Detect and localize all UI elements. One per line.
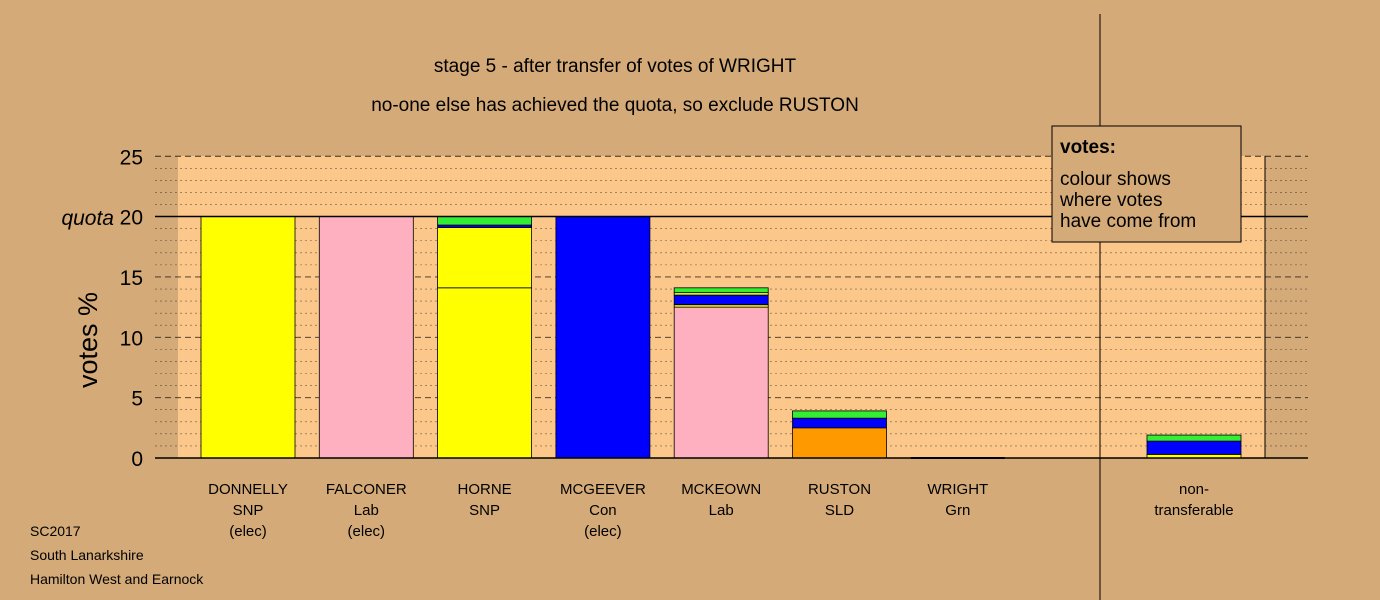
x-tick-labels: DONNELLY SNP (elec) FALCONER Lab (elec) HORNE S… bbox=[208, 481, 1233, 540]
x-tick-label: (elec) bbox=[348, 523, 386, 540]
x-tick-label: transferable bbox=[1154, 502, 1233, 519]
x-tick-label: MCKEOWN bbox=[681, 481, 761, 498]
bar-segment bbox=[673, 287, 769, 294]
footer-council: South Lanarkshire bbox=[30, 547, 144, 563]
x-tick-label: SNP bbox=[233, 502, 264, 519]
quota-label: quota bbox=[61, 207, 114, 230]
bar-segment bbox=[792, 417, 887, 429]
x-tick-label: (elec) bbox=[584, 523, 622, 540]
legend-box: votes: colour shows where votes have com… bbox=[1051, 125, 1242, 243]
y-tick-label: 20 bbox=[120, 207, 143, 230]
bar-segment bbox=[555, 216, 651, 459]
bar-segment bbox=[437, 216, 533, 226]
bar-segment bbox=[318, 216, 414, 459]
x-tick-label: SNP bbox=[469, 502, 500, 519]
bar-segment bbox=[673, 306, 769, 459]
y-tick-label: 0 bbox=[131, 448, 143, 471]
nontransferable-segment bbox=[1146, 434, 1242, 442]
legend-background bbox=[1051, 125, 1242, 243]
legend-line-2: where votes bbox=[1059, 190, 1162, 211]
y-tick-label: 25 bbox=[120, 146, 143, 169]
nontransferable-segment bbox=[1146, 440, 1242, 455]
y-tick-labels: 0 5 10 15 20 25 bbox=[120, 146, 143, 471]
x-tick-label: MCGEEVER bbox=[560, 481, 646, 498]
x-tick-label: WRIGHT bbox=[927, 481, 988, 498]
footer-ward: Hamilton West and Earnock bbox=[30, 571, 204, 587]
x-tick-label: Lab bbox=[709, 502, 734, 519]
bar-segment bbox=[673, 294, 769, 306]
x-tick-label: FALCONER bbox=[326, 481, 407, 498]
y-tick-label: 10 bbox=[120, 327, 143, 350]
footer-election: SC2017 bbox=[30, 523, 81, 539]
chart-title-line1: stage 5 - after transfer of votes of WRI… bbox=[434, 56, 797, 77]
bar-segment bbox=[200, 216, 296, 459]
y-tick-label: 15 bbox=[120, 267, 143, 290]
x-tick-label: RUSTON bbox=[808, 481, 871, 498]
bar-segment bbox=[792, 427, 887, 459]
bars bbox=[200, 216, 1242, 459]
x-tick-label: Lab bbox=[354, 502, 379, 519]
x-tick-label: Grn bbox=[945, 502, 970, 519]
x-tick-label: Con bbox=[589, 502, 617, 519]
legend-heading: votes: bbox=[1060, 137, 1116, 158]
x-tick-label: SLD bbox=[825, 502, 854, 519]
x-tick-label: non- bbox=[1179, 481, 1209, 498]
x-tick-label: DONNELLY bbox=[208, 481, 288, 498]
legend-line-3: have come from bbox=[1060, 211, 1196, 232]
y-axis-label: votes % bbox=[73, 292, 103, 388]
bar-segment bbox=[437, 227, 533, 289]
legend-line-1: colour shows bbox=[1060, 169, 1171, 190]
chart-title-line2: no-one else has achieved the quota, so e… bbox=[371, 95, 859, 116]
bar-segment bbox=[437, 287, 533, 459]
x-tick-label: (elec) bbox=[229, 523, 267, 540]
y-tick-label: 5 bbox=[131, 388, 143, 411]
x-tick-label: HORNE bbox=[458, 481, 512, 498]
bar-segment bbox=[792, 410, 887, 419]
